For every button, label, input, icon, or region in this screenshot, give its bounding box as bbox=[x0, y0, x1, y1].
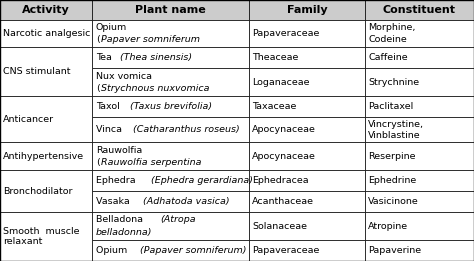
Text: Tea: Tea bbox=[96, 54, 115, 62]
Text: Nux vomica: Nux vomica bbox=[96, 72, 152, 81]
Bar bbox=[92, 20, 249, 48]
Text: Papaveraceae: Papaveraceae bbox=[252, 29, 319, 38]
Text: Constituent: Constituent bbox=[383, 5, 456, 15]
Bar bbox=[92, 240, 249, 261]
Text: belladonna): belladonna) bbox=[96, 228, 152, 237]
Text: Narcotic analgesic: Narcotic analgesic bbox=[3, 29, 91, 38]
Bar bbox=[365, 0, 474, 20]
Bar bbox=[0, 212, 92, 261]
Bar bbox=[92, 48, 249, 68]
Bar bbox=[249, 212, 365, 240]
Text: CNS stimulant: CNS stimulant bbox=[3, 67, 71, 76]
Bar bbox=[249, 117, 365, 142]
Bar bbox=[249, 191, 365, 212]
Text: Ephedracea: Ephedracea bbox=[252, 176, 309, 185]
Text: Apocynaceae: Apocynaceae bbox=[252, 152, 316, 161]
Bar bbox=[365, 48, 474, 68]
Text: Papaver somniferum: Papaver somniferum bbox=[100, 35, 200, 44]
Text: Opium: Opium bbox=[96, 23, 127, 32]
Text: Vasaka: Vasaka bbox=[96, 197, 133, 206]
Text: (Papaver somniferum): (Papaver somniferum) bbox=[140, 246, 246, 255]
Bar bbox=[249, 0, 365, 20]
Bar bbox=[92, 96, 249, 117]
Text: Activity: Activity bbox=[22, 5, 70, 15]
Bar bbox=[92, 68, 249, 96]
Bar bbox=[249, 68, 365, 96]
Text: Vincrystine,: Vincrystine, bbox=[368, 120, 424, 129]
Text: Strychnine: Strychnine bbox=[368, 78, 419, 87]
Bar bbox=[365, 240, 474, 261]
Text: (Taxus brevifolia): (Taxus brevifolia) bbox=[130, 102, 212, 111]
Text: (Atropa: (Atropa bbox=[160, 216, 196, 224]
Text: (Catharanthus roseus): (Catharanthus roseus) bbox=[133, 125, 240, 134]
Bar bbox=[365, 212, 474, 240]
Bar bbox=[249, 48, 365, 68]
Bar bbox=[365, 170, 474, 191]
Text: Caffeine: Caffeine bbox=[368, 54, 408, 62]
Bar bbox=[249, 142, 365, 170]
Text: Morphine,: Morphine, bbox=[368, 23, 416, 32]
Text: Codeine: Codeine bbox=[368, 35, 407, 44]
Text: Paclitaxel: Paclitaxel bbox=[368, 102, 413, 111]
Text: Antihypertensive: Antihypertensive bbox=[3, 152, 84, 161]
Bar bbox=[0, 142, 92, 170]
Text: Ephedra: Ephedra bbox=[96, 176, 138, 185]
Bar bbox=[365, 96, 474, 117]
Bar bbox=[92, 117, 249, 142]
Text: (: ( bbox=[96, 84, 100, 93]
Bar bbox=[249, 240, 365, 261]
Text: Taxaceae: Taxaceae bbox=[252, 102, 297, 111]
Bar bbox=[0, 20, 92, 48]
Bar bbox=[92, 170, 249, 191]
Bar bbox=[249, 20, 365, 48]
Text: Plant name: Plant name bbox=[135, 5, 206, 15]
Text: (Adhatoda vasica): (Adhatoda vasica) bbox=[143, 197, 230, 206]
Text: Taxol: Taxol bbox=[96, 102, 122, 111]
Bar bbox=[0, 48, 92, 96]
Text: Papaveraceae: Papaveraceae bbox=[252, 246, 319, 255]
Bar bbox=[365, 20, 474, 48]
Text: Bronchodilator: Bronchodilator bbox=[3, 187, 73, 196]
Text: Apocynaceae: Apocynaceae bbox=[252, 125, 316, 134]
Text: Smooth  muscle
relaxant: Smooth muscle relaxant bbox=[3, 227, 80, 246]
Bar bbox=[249, 170, 365, 191]
Text: Vinca: Vinca bbox=[96, 125, 125, 134]
Bar bbox=[249, 96, 365, 117]
Bar bbox=[92, 0, 249, 20]
Text: Family: Family bbox=[287, 5, 327, 15]
Text: Anticancer: Anticancer bbox=[3, 115, 55, 124]
Text: Vasicinone: Vasicinone bbox=[368, 197, 419, 206]
Bar bbox=[365, 191, 474, 212]
Text: Reserpine: Reserpine bbox=[368, 152, 416, 161]
Text: Loganaceae: Loganaceae bbox=[252, 78, 310, 87]
Bar bbox=[0, 96, 92, 142]
Bar bbox=[0, 0, 92, 20]
Text: Ephedrine: Ephedrine bbox=[368, 176, 417, 185]
Text: (: ( bbox=[96, 35, 100, 44]
Text: Strychnous nuxvomica: Strychnous nuxvomica bbox=[100, 84, 209, 93]
Text: Opium: Opium bbox=[96, 246, 130, 255]
Text: Solanaceae: Solanaceae bbox=[252, 222, 307, 231]
Bar bbox=[0, 170, 92, 212]
Bar bbox=[365, 142, 474, 170]
Text: (: ( bbox=[96, 158, 100, 167]
Bar bbox=[92, 191, 249, 212]
Text: Rauwolfia: Rauwolfia bbox=[96, 146, 142, 155]
Text: Atropine: Atropine bbox=[368, 222, 409, 231]
Bar bbox=[365, 68, 474, 96]
Bar bbox=[365, 117, 474, 142]
Text: Acanthaceae: Acanthaceae bbox=[252, 197, 314, 206]
Text: Theaceae: Theaceae bbox=[252, 54, 299, 62]
Text: (Thea sinensis): (Thea sinensis) bbox=[120, 54, 192, 62]
Bar bbox=[92, 212, 249, 240]
Text: (Ephedra gerardiana): (Ephedra gerardiana) bbox=[151, 176, 253, 185]
Text: Belladona: Belladona bbox=[96, 216, 146, 224]
Text: Papaverine: Papaverine bbox=[368, 246, 421, 255]
Text: Rauwolfia serpentina: Rauwolfia serpentina bbox=[100, 158, 201, 167]
Text: Vinblastine: Vinblastine bbox=[368, 131, 421, 140]
Bar bbox=[92, 142, 249, 170]
